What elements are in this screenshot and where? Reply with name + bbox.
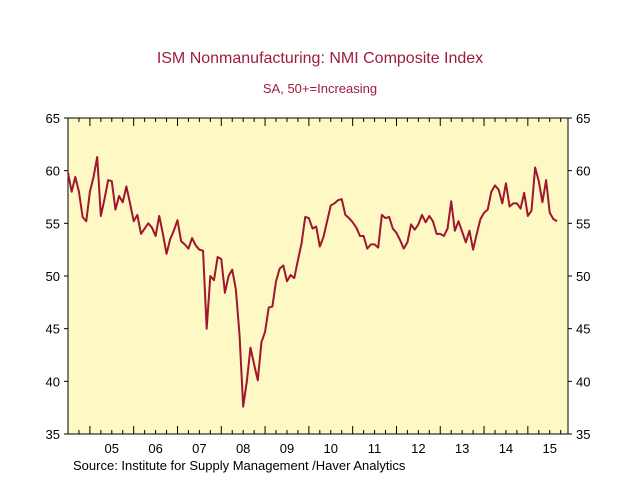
x-tick-label: 06 (148, 441, 162, 456)
y-tick-label-left: 40 (46, 374, 60, 389)
x-tick-label: 10 (324, 441, 338, 456)
axis-tick-labels: 35 35 40 40 45 45 50 50 55 55 60 60 65 65 05 06 07 08 09 10… (46, 111, 591, 456)
x-tick-label: 08 (236, 441, 250, 456)
y-tick-label-right: 35 (576, 427, 590, 442)
series-line-nmi-composite (67, 155, 558, 408)
y-tick-label-left: 35 (46, 427, 60, 442)
chart-subtitle: SA, 50+=Increasing (263, 81, 377, 96)
x-tick-label: 09 (280, 441, 294, 456)
y-tick-label-left: 55 (46, 216, 60, 231)
y-tick-label-left: 60 (46, 164, 60, 179)
plot-area (67, 117, 569, 435)
y-tick-label-left: 45 (46, 322, 60, 337)
x-tick-label: 15 (543, 441, 557, 456)
y-tick-label-right: 55 (576, 216, 590, 231)
chart-title: ISM Nonmanufacturing: NMI Composite Inde… (157, 50, 483, 67)
source-note: Source: Institute for Supply Management … (73, 458, 406, 473)
y-tick-label-left: 50 (46, 269, 60, 284)
x-tick-label: 14 (499, 441, 513, 456)
y-tick-label-left: 65 (46, 111, 60, 126)
y-tick-label-right: 60 (576, 164, 590, 179)
y-tick-label-right: 65 (576, 111, 590, 126)
x-tick-label: 11 (368, 441, 382, 456)
y-tick-label-right: 40 (576, 374, 590, 389)
y-tick-label-right: 50 (576, 269, 590, 284)
y-tick-label-right: 45 (576, 322, 590, 337)
x-tick-label: 05 (105, 441, 119, 456)
axis-ticks (64, 117, 572, 435)
x-tick-label: 12 (411, 441, 425, 456)
x-tick-label: 13 (455, 441, 469, 456)
x-tick-label: 07 (192, 441, 206, 456)
